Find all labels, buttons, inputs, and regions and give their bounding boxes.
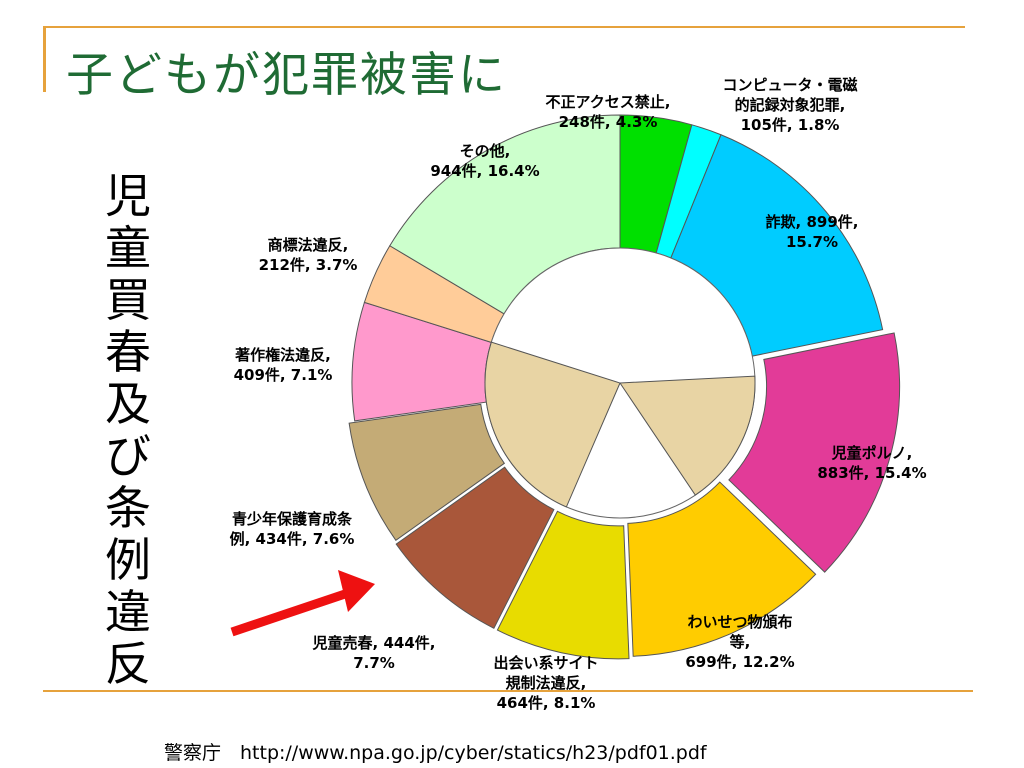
inner-slices — [484, 341, 756, 508]
slice-label-line: 409件, 7.1% — [234, 366, 333, 384]
slice-label-8: 著作権法違反, 409件, 7.1% — [234, 346, 333, 384]
source-citation: 警察庁 http://www.npa.go.jp/cyber/statics/h… — [164, 742, 707, 764]
slice-label-line: 212件, 3.7% — [259, 256, 358, 274]
slice-7 — [348, 403, 506, 541]
slice-label-line: 的記録対象犯罪, — [735, 96, 846, 114]
slice-label-line: 等, — [730, 633, 751, 651]
arrow-shaft — [230, 589, 347, 637]
slice-label-6: 児童売春, 444件, 7.7% — [312, 634, 436, 672]
slice-label-line: わいせつ物頒布 — [687, 613, 792, 631]
slice-label-1: コンピュータ・電磁的記録対象犯罪, 105件, 1.8% — [722, 76, 857, 134]
slice-label-10: その他, 944件, 16.4% — [430, 142, 539, 180]
inner-wedge-0 — [619, 375, 756, 496]
frame-rule-bottom — [43, 690, 973, 692]
slice-label-5: 出会い系サイト規制法違反, 464件, 8.1% — [493, 654, 598, 712]
slice-label-line: 699件, 12.2% — [685, 653, 794, 671]
slice-labels: 不正アクセス禁止, 248件, 4.3% コンピュータ・電磁的記録対象犯罪, 105件… — [230, 76, 927, 712]
slice-label-line: 詐欺, 899件, — [766, 213, 859, 231]
slice-label-line: 7.7% — [353, 654, 395, 672]
frame-accent-vertical — [43, 28, 46, 92]
slice-label-line: 248件, 4.3% — [559, 113, 658, 131]
slice-label-0: 不正アクセス禁止, 248件, 4.3% — [546, 93, 671, 131]
slice-label-line: 464件, 8.1% — [497, 694, 596, 712]
slice-label-line: 出会い系サイト — [493, 654, 598, 672]
slice-label-line: その他, — [460, 142, 511, 160]
slice-label-line: 青少年保護育成条 — [232, 510, 353, 528]
slice-label-9: 商標法違反, 212件, 3.7% — [259, 236, 358, 274]
slice-label-line: 不正アクセス禁止, — [546, 93, 671, 111]
slice-label-4: わいせつ物頒布等, 699件, 12.2% — [685, 613, 794, 671]
outer-slices — [348, 114, 901, 660]
slice-label-line: 944件, 16.4% — [430, 162, 539, 180]
slide-title: 子どもが犯罪被害に — [66, 48, 507, 103]
slice-label-line: 著作権法違反, — [234, 346, 331, 364]
frame-rule-top — [43, 26, 965, 28]
arrow-icon — [230, 570, 375, 637]
slice-label-line: 児童売春, 444件, — [312, 634, 436, 652]
side-title: 児童買春及び条例違反 — [105, 169, 151, 691]
slice-label-2: 詐欺, 899件, 15.7% — [766, 213, 859, 251]
slice-label-line: コンピュータ・電磁 — [722, 76, 857, 94]
slice-3 — [728, 332, 901, 573]
slice-label-line: 883件, 15.4% — [817, 464, 926, 482]
slice-label-line: 105件, 1.8% — [741, 116, 840, 134]
slice-label-3: 児童ポルノ, 883件, 15.4% — [817, 444, 926, 482]
slice-label-line: 15.7% — [786, 233, 838, 251]
arrow-head — [338, 570, 375, 612]
slice-label-line: 例, 434件, 7.6% — [230, 530, 355, 548]
slice-4 — [627, 481, 817, 657]
inner-wedge-1 — [484, 341, 621, 508]
slice-label-line: 児童ポルノ, — [831, 444, 913, 462]
slice-label-line: 規制法違反, — [506, 674, 587, 692]
slice-label-7: 青少年保護育成条例, 434件, 7.6% — [230, 510, 355, 548]
slice-5 — [496, 510, 630, 660]
slice-6 — [395, 466, 555, 629]
slice-label-line: 商標法違反, — [268, 236, 349, 254]
